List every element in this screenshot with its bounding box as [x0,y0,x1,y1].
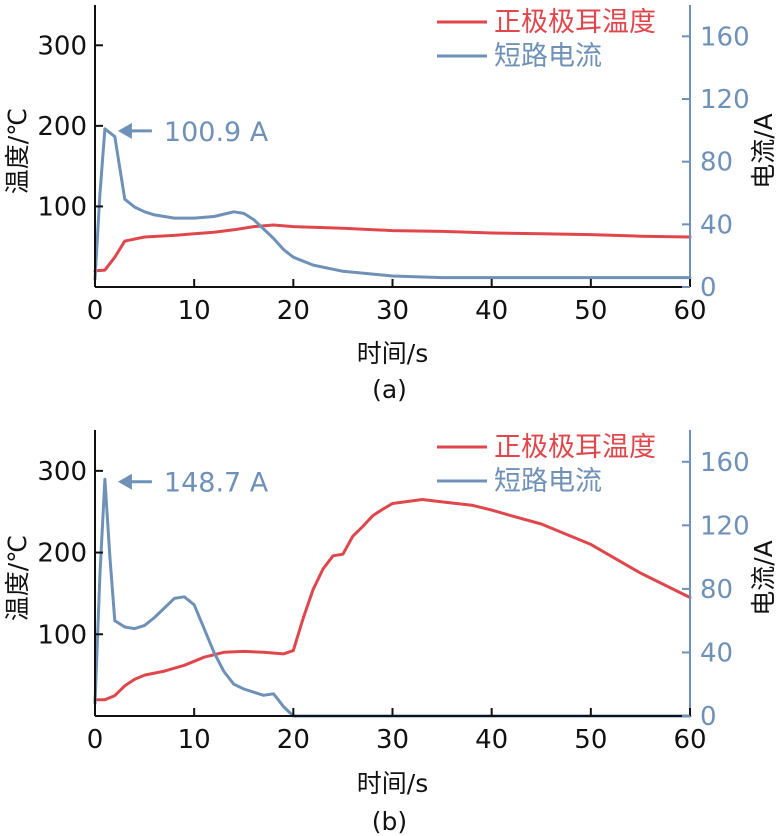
chart-panel-a: 0 10 20 30 40 50 60 100 200 300 0 40 80 120 160 时间/s 温度/… [3,5,778,404]
legend-entry-label: 短路电流 [494,41,602,72]
x-axis-label: 时间/s [357,339,428,368]
right-y-tick-label: 160 [700,448,750,478]
right-y-tick-label: 160 [700,22,750,52]
legend-entry-label: 正极极耳温度 [494,432,656,463]
right-y-tick-label: 120 [700,511,750,541]
peak-current-annotation: 148.7 A [164,468,269,499]
peak-current-annotation: 100.9 A [164,117,269,148]
left-y-axis-label: 温度/℃ [3,108,32,195]
left-y-tick-label: 300 [37,31,87,61]
x-tick-label: 30 [376,725,409,755]
temperature-series-line [93,498,692,702]
panel-caption: (b) [372,807,407,836]
right-y-tick-label: 80 [700,148,733,178]
annotation-arrowhead [117,473,132,490]
right-y-tick-label: 0 [700,273,717,303]
x-axis-label: 时间/s [357,769,428,798]
x-tick-label: 20 [277,296,310,326]
left-y-tick-label: 300 [37,457,87,487]
right-y-tick-label: 40 [700,638,733,668]
x-tick-label: 40 [475,725,508,755]
x-tick-label: 30 [376,296,409,326]
right-y-tick-label: 80 [700,575,733,605]
legend-entry-label: 正极极耳温度 [494,7,656,38]
right-y-tick-label: 40 [700,210,733,240]
x-tick-label: 0 [87,725,104,755]
x-tick-label: 20 [277,725,310,755]
panel-caption: (a) [372,375,407,404]
current-series-line [93,127,692,281]
current-series-line [93,477,692,718]
left-y-tick-label: 200 [37,112,87,142]
x-tick-label: 60 [673,296,706,326]
left-y-axis-label: 温度/℃ [3,535,32,622]
x-tick-label: 0 [87,296,104,326]
x-tick-label: 40 [475,296,508,326]
left-y-tick-label: 100 [37,620,87,650]
x-tick-label: 50 [574,725,607,755]
x-tick-label: 50 [574,296,607,326]
x-tick-label: 10 [178,296,211,326]
right-y-tick-label: 0 [700,702,717,732]
left-y-tick-label: 200 [37,539,87,569]
temperature-series-line [93,223,692,273]
annotation-arrowhead [117,122,132,139]
x-tick-label: 10 [178,725,211,755]
right-y-axis-label: 电流/A [749,540,778,616]
right-y-tick-label: 120 [700,85,750,115]
x-tick-label: 60 [673,725,706,755]
legend-entry-label: 短路电流 [494,466,602,497]
chart-panel-b: 0 10 20 30 40 50 60 100 200 300 0 40 80 120 160 时间/s 温度/… [3,430,778,836]
left-y-tick-label: 100 [37,192,87,222]
right-y-axis-label: 电流/A [749,113,778,189]
